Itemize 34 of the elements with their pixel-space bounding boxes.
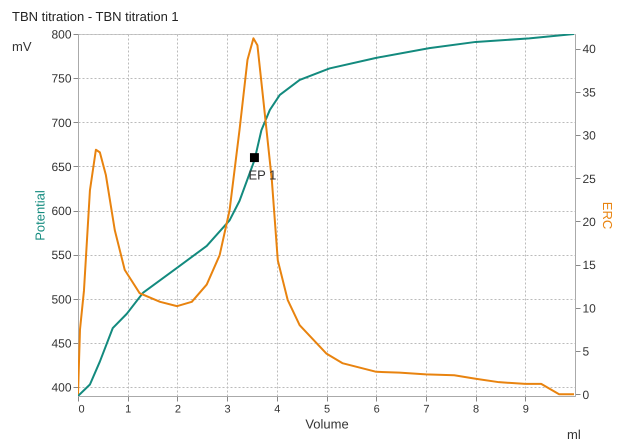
- x-tick-label: 6: [374, 404, 380, 416]
- y-tick-label: 800: [51, 28, 72, 42]
- text: ml: [567, 427, 581, 442]
- y-tick-label: 650: [51, 160, 72, 174]
- y2-tick-label: 40: [582, 42, 596, 56]
- y-axis-title: Potential: [32, 190, 48, 241]
- x-tick-label: 5: [324, 404, 330, 416]
- chart-title: TBN titration - TBN titration 1: [12, 9, 179, 24]
- y2-tick-label: 10: [582, 301, 596, 316]
- y2-tick-label: 15: [582, 258, 596, 272]
- y2-tick-label: 20: [582, 214, 596, 229]
- y2-tick-label: 25: [582, 172, 596, 186]
- x-tick-label: 8: [473, 404, 480, 416]
- y2-tick-label: 5: [582, 344, 590, 359]
- y-tick-label: 450: [51, 336, 72, 351]
- text: mV: [12, 39, 32, 54]
- y2-axis-title: ERC: [600, 202, 615, 230]
- y-tick-label: 400: [51, 380, 72, 395]
- y-tick-label: 600: [51, 204, 72, 218]
- y-tick-label: 750: [51, 72, 72, 86]
- y-tick-label: 700: [51, 116, 72, 130]
- x-tick-label: 0: [78, 404, 85, 416]
- x-tick-label: 9: [522, 404, 529, 416]
- x-tick-label: 7: [423, 404, 430, 416]
- x-tick-label: 3: [224, 404, 231, 416]
- x-axis-title: Volume: [305, 416, 349, 432]
- y-tick-label: 500: [51, 292, 72, 306]
- y2-tick-label: 0: [582, 388, 590, 402]
- y-tick-label: 550: [51, 248, 72, 262]
- x-tick-label: 1: [125, 404, 132, 416]
- y2-tick-label: 35: [582, 85, 596, 100]
- x-tick-label: 2: [174, 404, 181, 416]
- y2-tick-label: 30: [582, 128, 596, 143]
- x-tick-label: 4: [274, 404, 280, 416]
